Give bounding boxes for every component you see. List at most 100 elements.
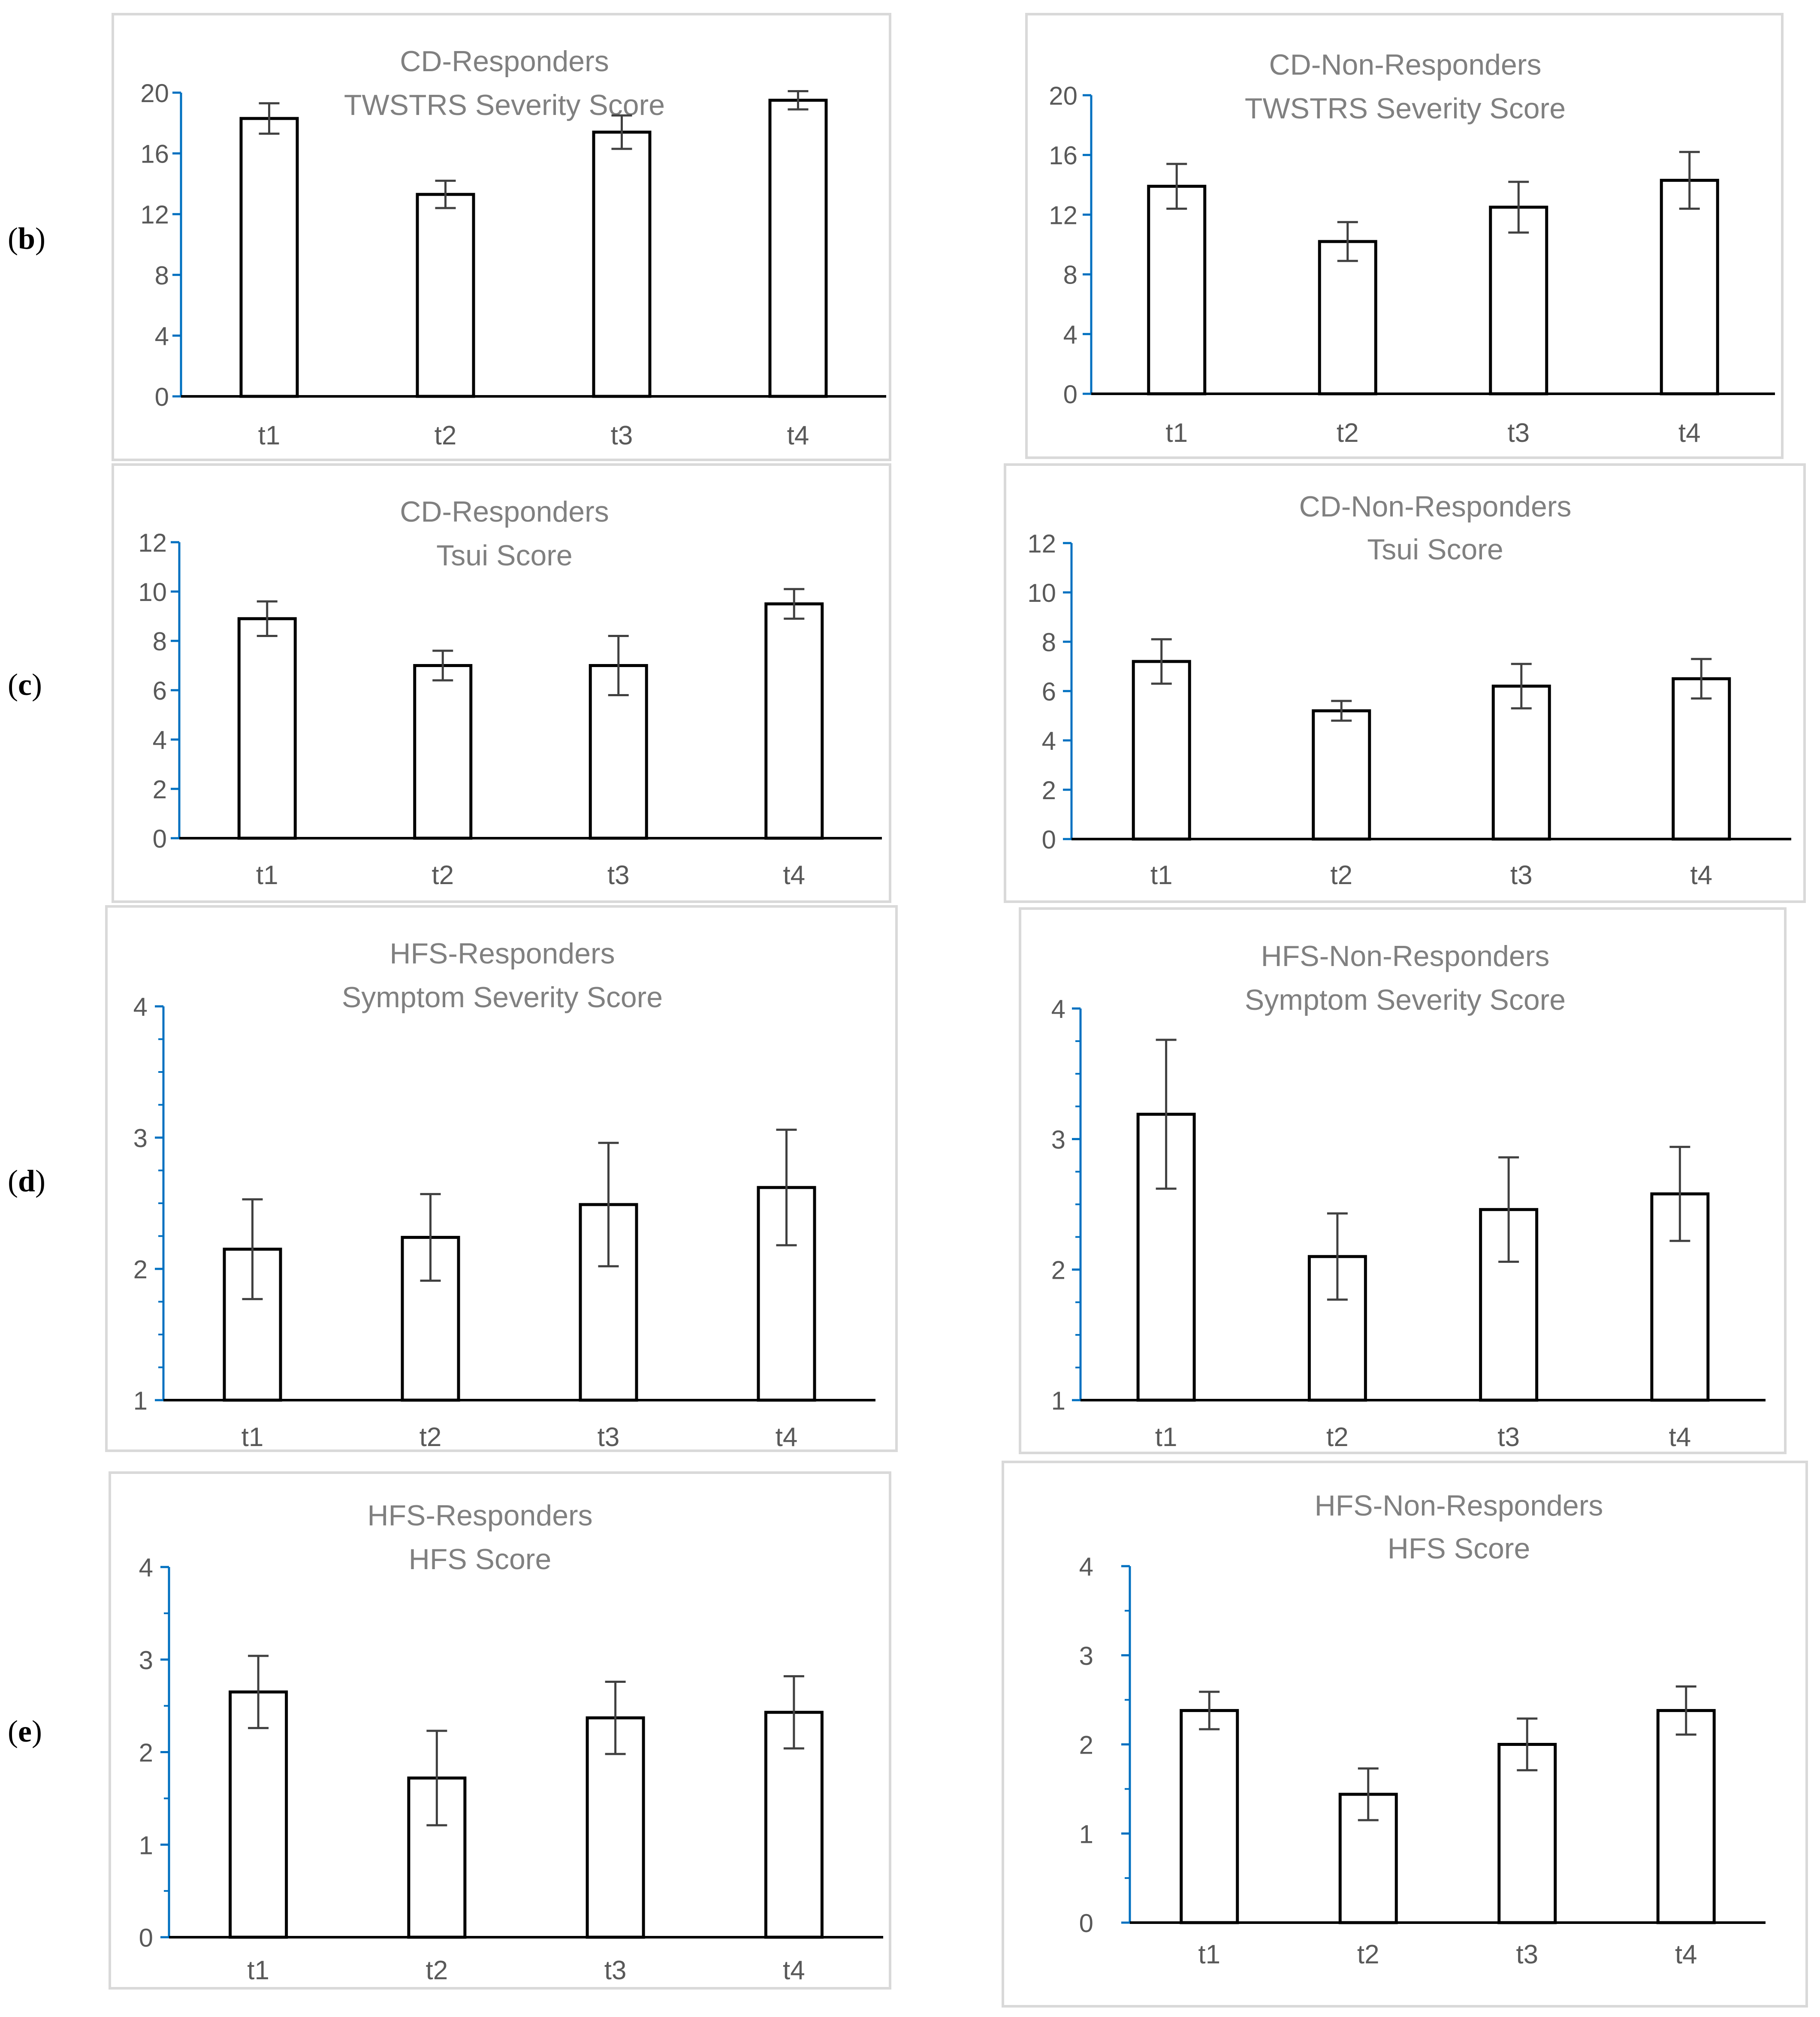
y-tick-label: 3 [133, 1124, 148, 1153]
x-tick-label: t4 [783, 861, 805, 890]
x-tick-label: t2 [1330, 861, 1352, 890]
x-tick-label: t1 [1155, 1422, 1177, 1452]
y-tick-label: 3 [1079, 1642, 1093, 1670]
x-tick-label: t3 [604, 1956, 627, 1985]
bar [1147, 184, 1207, 396]
x-tick-label: t3 [1516, 1940, 1538, 1969]
y-tick-label: 8 [153, 627, 167, 656]
y-tick-label: 3 [139, 1646, 153, 1675]
row-label-open: ( [8, 1714, 18, 1748]
bar [1660, 178, 1719, 396]
x-tick-label: t4 [1675, 1940, 1697, 1969]
bar [239, 117, 299, 398]
y-tick-label: 4 [155, 322, 169, 350]
x-tick-label: t2 [1337, 418, 1359, 448]
y-tick-label: 3 [1051, 1125, 1065, 1154]
chart-panel-c-left: CD-Responders Tsui Score 0 2 4 6 8 10 12 t1 t2 t3 t4 [112, 463, 891, 903]
y-tick-label: 4 [1051, 995, 1065, 1024]
chart-title: CD-Non-Responders [1269, 48, 1542, 81]
row-label-b: (b) [8, 221, 45, 257]
chart-subtitle: Tsui Score [436, 539, 572, 572]
x-tick-label: t2 [432, 861, 454, 890]
y-tick-label: 12 [138, 528, 167, 557]
y-tick-label: 2 [1079, 1731, 1093, 1760]
bar [1489, 205, 1548, 396]
x-tick-label: t3 [1497, 1422, 1520, 1452]
chart-svg: CD-Responders TWSTRS Severity Score 0 4 8 12 1… [140, 45, 886, 450]
bar [764, 1711, 824, 1939]
bar [413, 664, 473, 840]
chart-svg: CD-Non-Responders TWSTRS Severity Score 0 4… [1049, 48, 1775, 448]
x-tick-label: t4 [1690, 861, 1712, 890]
x-tick-label: t3 [1507, 418, 1530, 448]
y-tick-label: 1 [1079, 1820, 1093, 1848]
x-tick-label: t1 [241, 1422, 264, 1449]
x-tick-label: t2 [1326, 1422, 1349, 1452]
row-label-open: ( [8, 221, 18, 256]
row-label-close: ) [35, 221, 46, 256]
x-tick-label: t2 [435, 421, 457, 450]
bar [1491, 685, 1551, 841]
y-tick-label: 2 [139, 1739, 153, 1767]
y-tick-label: 1 [139, 1831, 153, 1860]
y-tick-label: 4 [153, 726, 167, 755]
y-tick-label: 1 [1051, 1386, 1065, 1415]
x-tick-label: t4 [787, 421, 809, 450]
x-tick-label: t1 [1150, 861, 1173, 890]
chart-svg: CD-Responders Tsui Score 0 2 4 6 8 10 12 t1 t2 t3 t4 [138, 495, 882, 890]
x-tick-label: t1 [258, 421, 281, 450]
chart-svg: HFS-Non-Responders Symptom Severity Score… [1051, 940, 1766, 1452]
y-tick-label: 2 [133, 1255, 148, 1284]
y-tick-label: 12 [140, 200, 169, 229]
x-tick-label: t4 [783, 1956, 805, 1985]
chart-panel-b-right: CD-Non-Responders TWSTRS Severity Score 0 4… [1025, 13, 1784, 459]
chart-panel-e-left: HFS-Responders HFS Score 0 1 2 3 4 t1 t2 t3 t4 [109, 1471, 891, 1990]
row-label-close: ) [31, 667, 42, 702]
x-tick-label: t1 [256, 861, 278, 890]
x-tick-label: t2 [420, 1422, 442, 1449]
bar [768, 99, 828, 398]
chart-panel-d-left: HFS-Responders Symptom Severity Score 1 2 3 4… [105, 905, 898, 1452]
x-tick-label: t3 [1510, 861, 1533, 890]
y-tick-label: 4 [139, 1553, 153, 1582]
y-tick-label: 4 [1042, 727, 1056, 755]
x-tick-label: t1 [1198, 1940, 1220, 1969]
chart-title: HFS-Responders [367, 1499, 592, 1532]
x-tick-label: t3 [598, 1422, 620, 1449]
bar [1672, 677, 1731, 841]
y-tick-label: 2 [1042, 776, 1056, 805]
y-tick-label: 10 [138, 578, 167, 607]
row-label-letter: c [18, 667, 32, 702]
x-tick-label: t3 [607, 861, 630, 890]
y-tick-label: 4 [1063, 320, 1078, 349]
y-tick-label: 12 [1049, 201, 1078, 229]
chart-panel-d-right: HFS-Non-Responders Symptom Severity Score… [1019, 907, 1787, 1454]
y-tick-label: 0 [153, 824, 167, 853]
y-tick-label: 16 [140, 140, 169, 169]
chart-subtitle: Tsui Score [1367, 533, 1503, 566]
chart-panel-b-left: CD-Responders TWSTRS Severity Score 0 4 8 12 1… [112, 13, 891, 461]
chart-subtitle: TWSTRS Severity Score [344, 89, 665, 121]
chart-panel-e-right: HFS-Non-Responders HFS Score 0 1 2 3 4 t1 t2 t3 t4 [1002, 1461, 1808, 2008]
row-label-open: ( [8, 667, 18, 702]
y-tick-label: 20 [1049, 82, 1078, 110]
row-label-letter: d [18, 1164, 36, 1198]
bar [1132, 660, 1191, 841]
bar [416, 193, 475, 398]
row-label-letter: e [18, 1714, 32, 1748]
y-tick-label: 10 [1027, 579, 1056, 607]
row-label-e: (e) [8, 1714, 42, 1749]
bar [229, 1690, 288, 1939]
bar [764, 602, 824, 840]
y-tick-label: 1 [133, 1386, 148, 1415]
y-tick-label: 8 [155, 261, 169, 290]
chart-title: CD-Responders [400, 495, 609, 528]
y-tick-label: 16 [1049, 141, 1078, 170]
y-tick-label: 20 [140, 79, 169, 108]
chart-title: HFS-Responders [389, 937, 615, 970]
row-label-letter: b [18, 221, 36, 256]
x-tick-label: t4 [1669, 1422, 1691, 1452]
y-tick-label: 0 [1063, 380, 1078, 409]
y-tick-label: 0 [1079, 1909, 1093, 1938]
chart-svg: CD-Non-Responders Tsui Score 0 2 4 6 8 10 12 t1 t2… [1027, 490, 1791, 890]
